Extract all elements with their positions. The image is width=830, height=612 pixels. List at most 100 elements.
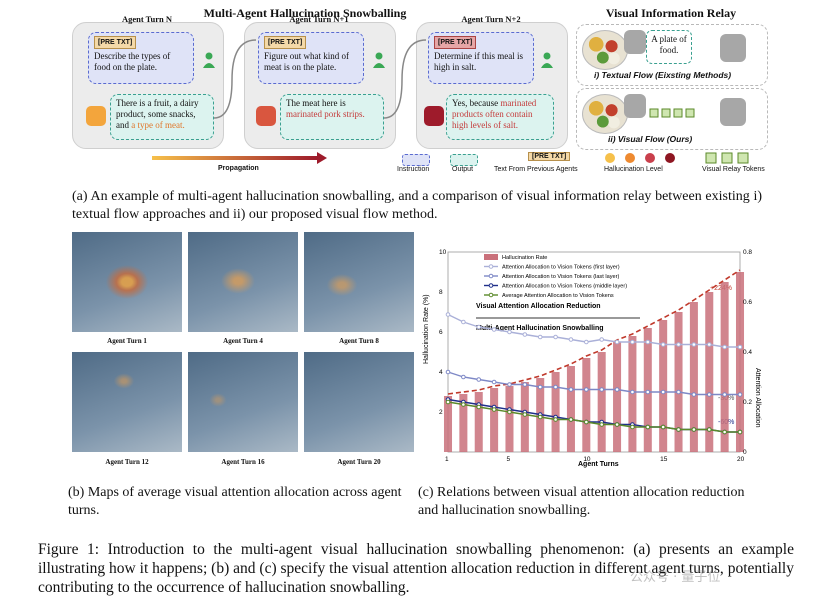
series-point: [614, 387, 620, 392]
y-right-tick-label: 0.8: [743, 249, 752, 256]
series-point: [691, 342, 697, 347]
series-line: [447, 313, 740, 348]
food-plate-image: [582, 94, 628, 134]
instruction-text-n1: Figure out what kind of meat is on the p…: [264, 51, 349, 72]
legend-entry: Attention Allocation to Vision Tokens (l…: [502, 274, 619, 280]
agent-robot-icon: [720, 98, 746, 126]
series-point: [706, 392, 712, 397]
label-turn-1: Agent Turn 1: [107, 337, 147, 345]
relay-title: Visual Information Relay: [605, 6, 737, 20]
caption-a: (a) An example of multi-agent hallucinat…: [72, 189, 762, 222]
figure-caption: Figure 1: Introduction to the multi-agen…: [38, 541, 794, 596]
hallucination-text-n: a type of meat.: [131, 120, 185, 130]
y-axis-label-right: Attention Allocation: [754, 368, 761, 428]
series-point: [568, 337, 574, 342]
bar-hallucination-rate: [459, 394, 468, 452]
series-point: [522, 412, 528, 417]
label-turn-12: Agent Turn 12: [105, 458, 149, 466]
instruction-box-n2: [PRE TXT] Determine if this meal is high…: [428, 32, 534, 84]
agent-robot-icon: [624, 94, 646, 118]
y-tick-label: 4: [439, 369, 443, 376]
bar-hallucination-rate: [566, 366, 575, 452]
attention-map-turn-4: [188, 232, 298, 332]
legend-instruction: Instruction: [397, 166, 430, 173]
series-point: [630, 424, 635, 430]
bar-hallucination-rate: [674, 312, 683, 452]
text-relay-bubble: A plate of food.: [646, 30, 692, 64]
visual-flow-box: [576, 88, 768, 150]
textual-flow-box: [576, 24, 768, 86]
visual-relay-tokens: [649, 108, 695, 118]
legend-pre-txt: [PRE TXT]: [528, 152, 571, 161]
series-line: [447, 401, 740, 433]
series-point: [676, 342, 681, 347]
hallucination-text-n1: marinated pork strips.: [286, 109, 365, 119]
hallucination-level-dots: [605, 153, 675, 163]
y-right-tick-label: 0.6: [743, 299, 752, 306]
turn-label-n1: Agent Turn N+1: [289, 14, 349, 24]
series-line: [447, 371, 740, 396]
legend-entry: Hallucination Rate: [502, 255, 547, 261]
series-point: [522, 332, 528, 337]
series-point: [461, 402, 466, 407]
series-point: [691, 392, 697, 397]
legend-entry: Attention Allocation to Vision Tokens (m…: [502, 284, 627, 290]
robot-icon: [86, 106, 106, 126]
series-point: [476, 404, 482, 410]
bar-hallucination-rate: [705, 292, 714, 452]
series-point: [722, 429, 727, 435]
visual-flow-label: ii) Visual Flow (Ours): [608, 134, 693, 144]
output-box-n1: The meat here is marinated pork strips.: [280, 94, 384, 140]
robot-icon: [256, 106, 276, 126]
y-tick-label: 2: [439, 409, 443, 416]
series-point: [645, 389, 651, 395]
legend-marker: [488, 283, 494, 288]
series-point: [660, 342, 666, 347]
legend-marker: [488, 264, 494, 269]
bar-hallucination-rate: [613, 342, 622, 452]
watermark: 公众号 · 量子位: [630, 570, 721, 585]
x-tick-label: 1: [445, 456, 449, 463]
textual-flow-label: i) Textual Flow (Eixsting Methods): [594, 70, 732, 80]
series-point: [522, 382, 528, 387]
y-tick-label: 6: [439, 329, 443, 336]
robot-icon: [424, 106, 444, 126]
instruction-text-n2: Determine if this meal is high in salt.: [434, 51, 523, 72]
series-point: [445, 312, 451, 317]
turn-label-n2: Agent Turn N+2: [461, 14, 521, 24]
series-point: [445, 369, 451, 375]
series-point: [645, 424, 651, 430]
series-point: [553, 384, 558, 390]
output-text-n1: The meat here is: [286, 98, 346, 108]
bar-hallucination-rate: [505, 386, 514, 452]
series-point: [507, 409, 512, 415]
legend-output-swatch: [450, 154, 478, 166]
x-tick-label: 20: [737, 456, 745, 463]
series-point: [461, 319, 466, 325]
series-point: [722, 392, 727, 397]
label-turn-20: Agent Turn 20: [337, 458, 381, 466]
series-point: [568, 387, 574, 392]
bar-hallucination-rate: [720, 282, 729, 452]
bar-hallucination-rate: [597, 352, 606, 452]
attention-map-turn-16: [188, 352, 298, 452]
series-point: [553, 417, 558, 422]
instruction-box-n1: [PRE TXT] Figure out what kind of meat i…: [258, 32, 364, 84]
legend-caption-1: Visual Attention Allocation Reduction: [476, 303, 601, 310]
bar-hallucination-rate: [520, 382, 529, 452]
series-point: [599, 387, 604, 392]
series-point: [706, 427, 712, 432]
relay-token-icons: [705, 152, 749, 164]
legend-output: Output: [452, 166, 474, 173]
series-point: [599, 337, 604, 342]
bar-hallucination-rate: [735, 272, 745, 452]
series-point: [584, 387, 589, 392]
series-point: [568, 417, 574, 422]
hallucination-trend-line: [447, 269, 741, 395]
agent-robot-icon: [720, 34, 746, 62]
bar-hallucination-rate: [551, 372, 560, 452]
series-point: [584, 339, 589, 345]
legend-hallucination: Hallucination Level: [604, 166, 663, 173]
series-point: [737, 429, 743, 435]
bar-hallucination-rate: [474, 392, 483, 452]
